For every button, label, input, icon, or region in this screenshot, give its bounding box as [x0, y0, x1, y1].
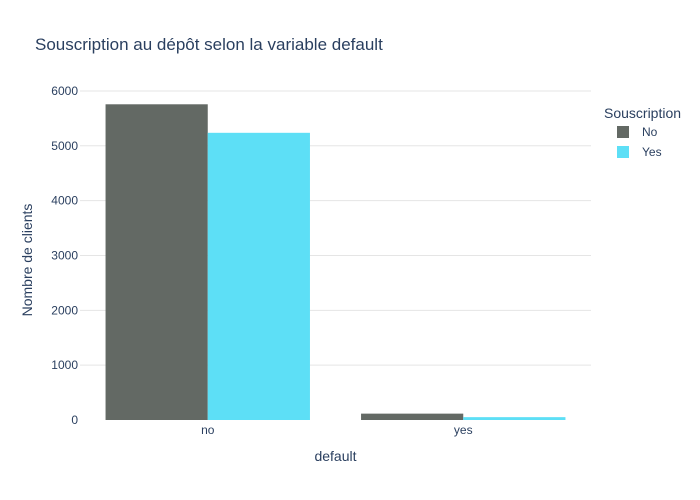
y-axis-title: Nombre de clients	[19, 204, 35, 317]
y-tick-label: 2000	[51, 303, 78, 317]
x-axis-title: default	[314, 448, 356, 464]
x-tick-label: yes	[454, 423, 473, 437]
y-tick-labels: 0 1000 2000 3000 4000 5000 6000	[51, 84, 78, 427]
legend-title: Souscription	[604, 105, 681, 121]
legend-swatch-yes	[617, 146, 629, 158]
y-tick-label: 0	[71, 413, 78, 427]
x-tick-labels: no yes	[201, 423, 473, 437]
x-tick-label: no	[201, 423, 215, 437]
legend-label-no: No	[642, 125, 658, 139]
legend-label-yes: Yes	[642, 145, 662, 159]
legend: Souscription No Yes	[604, 105, 681, 159]
legend-swatch-no	[617, 126, 629, 138]
y-tick-label: 6000	[51, 84, 78, 98]
bar-yes-no	[207, 132, 310, 420]
chart-title: Souscription au dépôt selon la variable …	[35, 35, 383, 54]
y-tick-label: 5000	[51, 139, 78, 153]
bar-no-no	[105, 104, 208, 420]
y-tick-label: 3000	[51, 248, 78, 262]
bar-yes-yes	[463, 417, 566, 420]
y-tick-label: 1000	[51, 358, 78, 372]
y-tick-label: 4000	[51, 194, 78, 208]
bar-no-yes	[361, 413, 464, 420]
bars	[105, 104, 566, 420]
